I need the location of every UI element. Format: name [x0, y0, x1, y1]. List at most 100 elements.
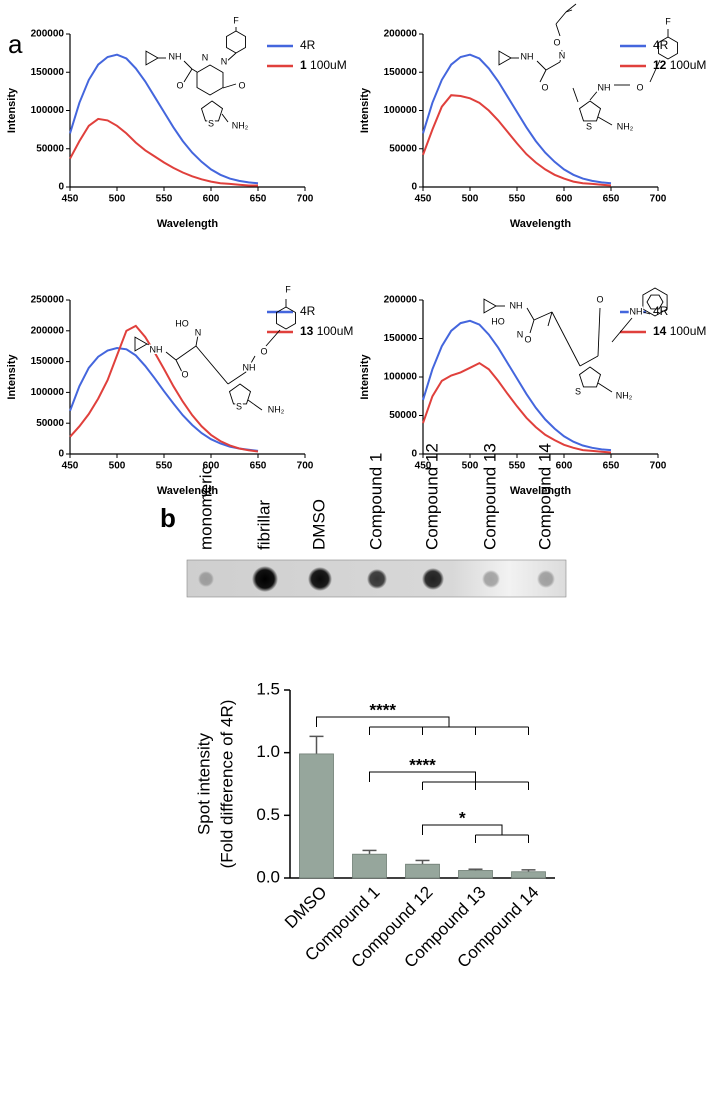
- structure-bond: [195, 345, 229, 385]
- structure-bond: [529, 319, 535, 334]
- structure-ring: [498, 50, 512, 66]
- structure-bond: [597, 382, 613, 393]
- x-tick-label: 650: [603, 461, 620, 472]
- x-tick-label: 450: [415, 461, 432, 472]
- structure-atom: S: [575, 386, 581, 396]
- structure-atom: O: [596, 294, 603, 304]
- panel-label: a: [8, 29, 23, 59]
- structure-atom: S: [236, 401, 242, 411]
- structure-ring: [578, 100, 602, 122]
- structure-bond: [146, 343, 157, 349]
- structure-atom: O: [176, 80, 183, 90]
- structure-bond: [536, 60, 547, 71]
- structure-atom: N: [559, 50, 566, 60]
- structure-bond: [175, 345, 197, 361]
- structure-ring: [276, 306, 296, 330]
- significance-label: ****: [370, 700, 397, 719]
- y-tick-label: 200000: [384, 29, 418, 40]
- legend-label: 13 100uM: [300, 324, 353, 338]
- x-tick-label: 650: [250, 461, 267, 472]
- structure-atom: N: [195, 327, 202, 337]
- y-tick-label: 150000: [384, 333, 418, 344]
- blot-spot: [482, 570, 500, 588]
- bar: [352, 853, 387, 879]
- blot-spot: [252, 566, 278, 592]
- bar: [405, 863, 440, 879]
- y-tick-label: 0: [58, 449, 64, 460]
- legend-label: 4R: [653, 38, 669, 52]
- structure-atom: NH: [510, 300, 523, 310]
- structure-ring: [228, 383, 252, 405]
- y-tick-label: 0: [58, 182, 64, 193]
- blot-label: fibrillar: [254, 500, 273, 550]
- significance-bracket: [369, 771, 529, 790]
- structure-ring: [145, 50, 159, 66]
- structure-atom: NH: [169, 51, 182, 61]
- structure-bond: [265, 329, 281, 347]
- structure-ring: [646, 294, 664, 310]
- x-tick-label: 650: [250, 194, 267, 205]
- y-tick-label: 1.0: [256, 742, 280, 761]
- y-tick-label: 150000: [384, 67, 418, 78]
- y-tick-label: 200000: [384, 295, 418, 306]
- bar: [299, 753, 334, 879]
- y-tick-label: 1.5: [256, 679, 280, 698]
- x-tick-label: 500: [109, 461, 126, 472]
- y-tick-label: 50000: [389, 143, 417, 154]
- x-tick-label: 700: [297, 461, 314, 472]
- structure-atom: N: [202, 52, 209, 62]
- structure-bond: [195, 334, 199, 347]
- structure-bond: [539, 69, 547, 83]
- structure-ring: [134, 336, 148, 352]
- significance-label: ****: [409, 755, 436, 774]
- x-tick-label: 550: [509, 461, 526, 472]
- bar: [458, 870, 493, 879]
- blot-label: monomeric: [196, 465, 215, 550]
- line-chart: 0 50000 100000 150000 200000 450 500 550 600 650 7…: [359, 3, 706, 230]
- blot-label: Compound 14: [535, 443, 554, 550]
- structure-bond: [227, 371, 247, 385]
- x-tick-label: 550: [509, 194, 526, 205]
- structure-bond: [599, 84, 609, 89]
- x-tick-label: 600: [556, 194, 573, 205]
- y-axis-title: (Fold difference of 4R): [217, 700, 236, 869]
- blot-spot: [198, 571, 214, 587]
- x-tick-label: 600: [556, 461, 573, 472]
- structure-atom: S: [208, 118, 214, 128]
- structure-bond: [247, 399, 263, 411]
- series-line: [422, 319, 612, 452]
- y-tick-label: 50000: [36, 143, 64, 154]
- x-tick-label: 700: [650, 194, 667, 205]
- x-tick-label: 500: [462, 461, 479, 472]
- structure-atom: O: [541, 82, 548, 92]
- y-tick-label: 100000: [384, 372, 418, 383]
- bar-chart: 0.0 0.5 1.0 1.5 Spot intensity (Fold differen…: [194, 679, 555, 972]
- blot-spot: [537, 570, 555, 588]
- structure-bond: [547, 311, 553, 327]
- structure-atom: NH₂: [616, 390, 633, 400]
- structure-atom: O: [636, 82, 643, 92]
- blot-label: Compound 13: [480, 443, 499, 550]
- structure-ring: [483, 298, 497, 314]
- series-line: [69, 53, 259, 185]
- blot-label: Compound 1: [366, 453, 385, 550]
- significance-bracket: [316, 716, 529, 735]
- structure-bond: [589, 87, 601, 101]
- y-tick-label: 250000: [31, 295, 65, 306]
- structure-bond: [183, 68, 193, 83]
- structure-bond: [572, 87, 579, 103]
- structure-bond: [526, 307, 535, 321]
- structure-ring: [578, 366, 602, 388]
- series-line: [69, 346, 259, 452]
- structure-bond: [222, 83, 237, 89]
- x-tick-label: 600: [203, 461, 220, 472]
- bar: [511, 871, 546, 879]
- structure-atom: O: [260, 346, 267, 356]
- x-tick-label: 550: [156, 194, 173, 205]
- x-tick-label: 650: [603, 194, 620, 205]
- y-tick-label: 0: [411, 449, 417, 460]
- structure-bond: [545, 61, 561, 71]
- structure-bond: [597, 116, 613, 126]
- structure-ring: [196, 64, 224, 96]
